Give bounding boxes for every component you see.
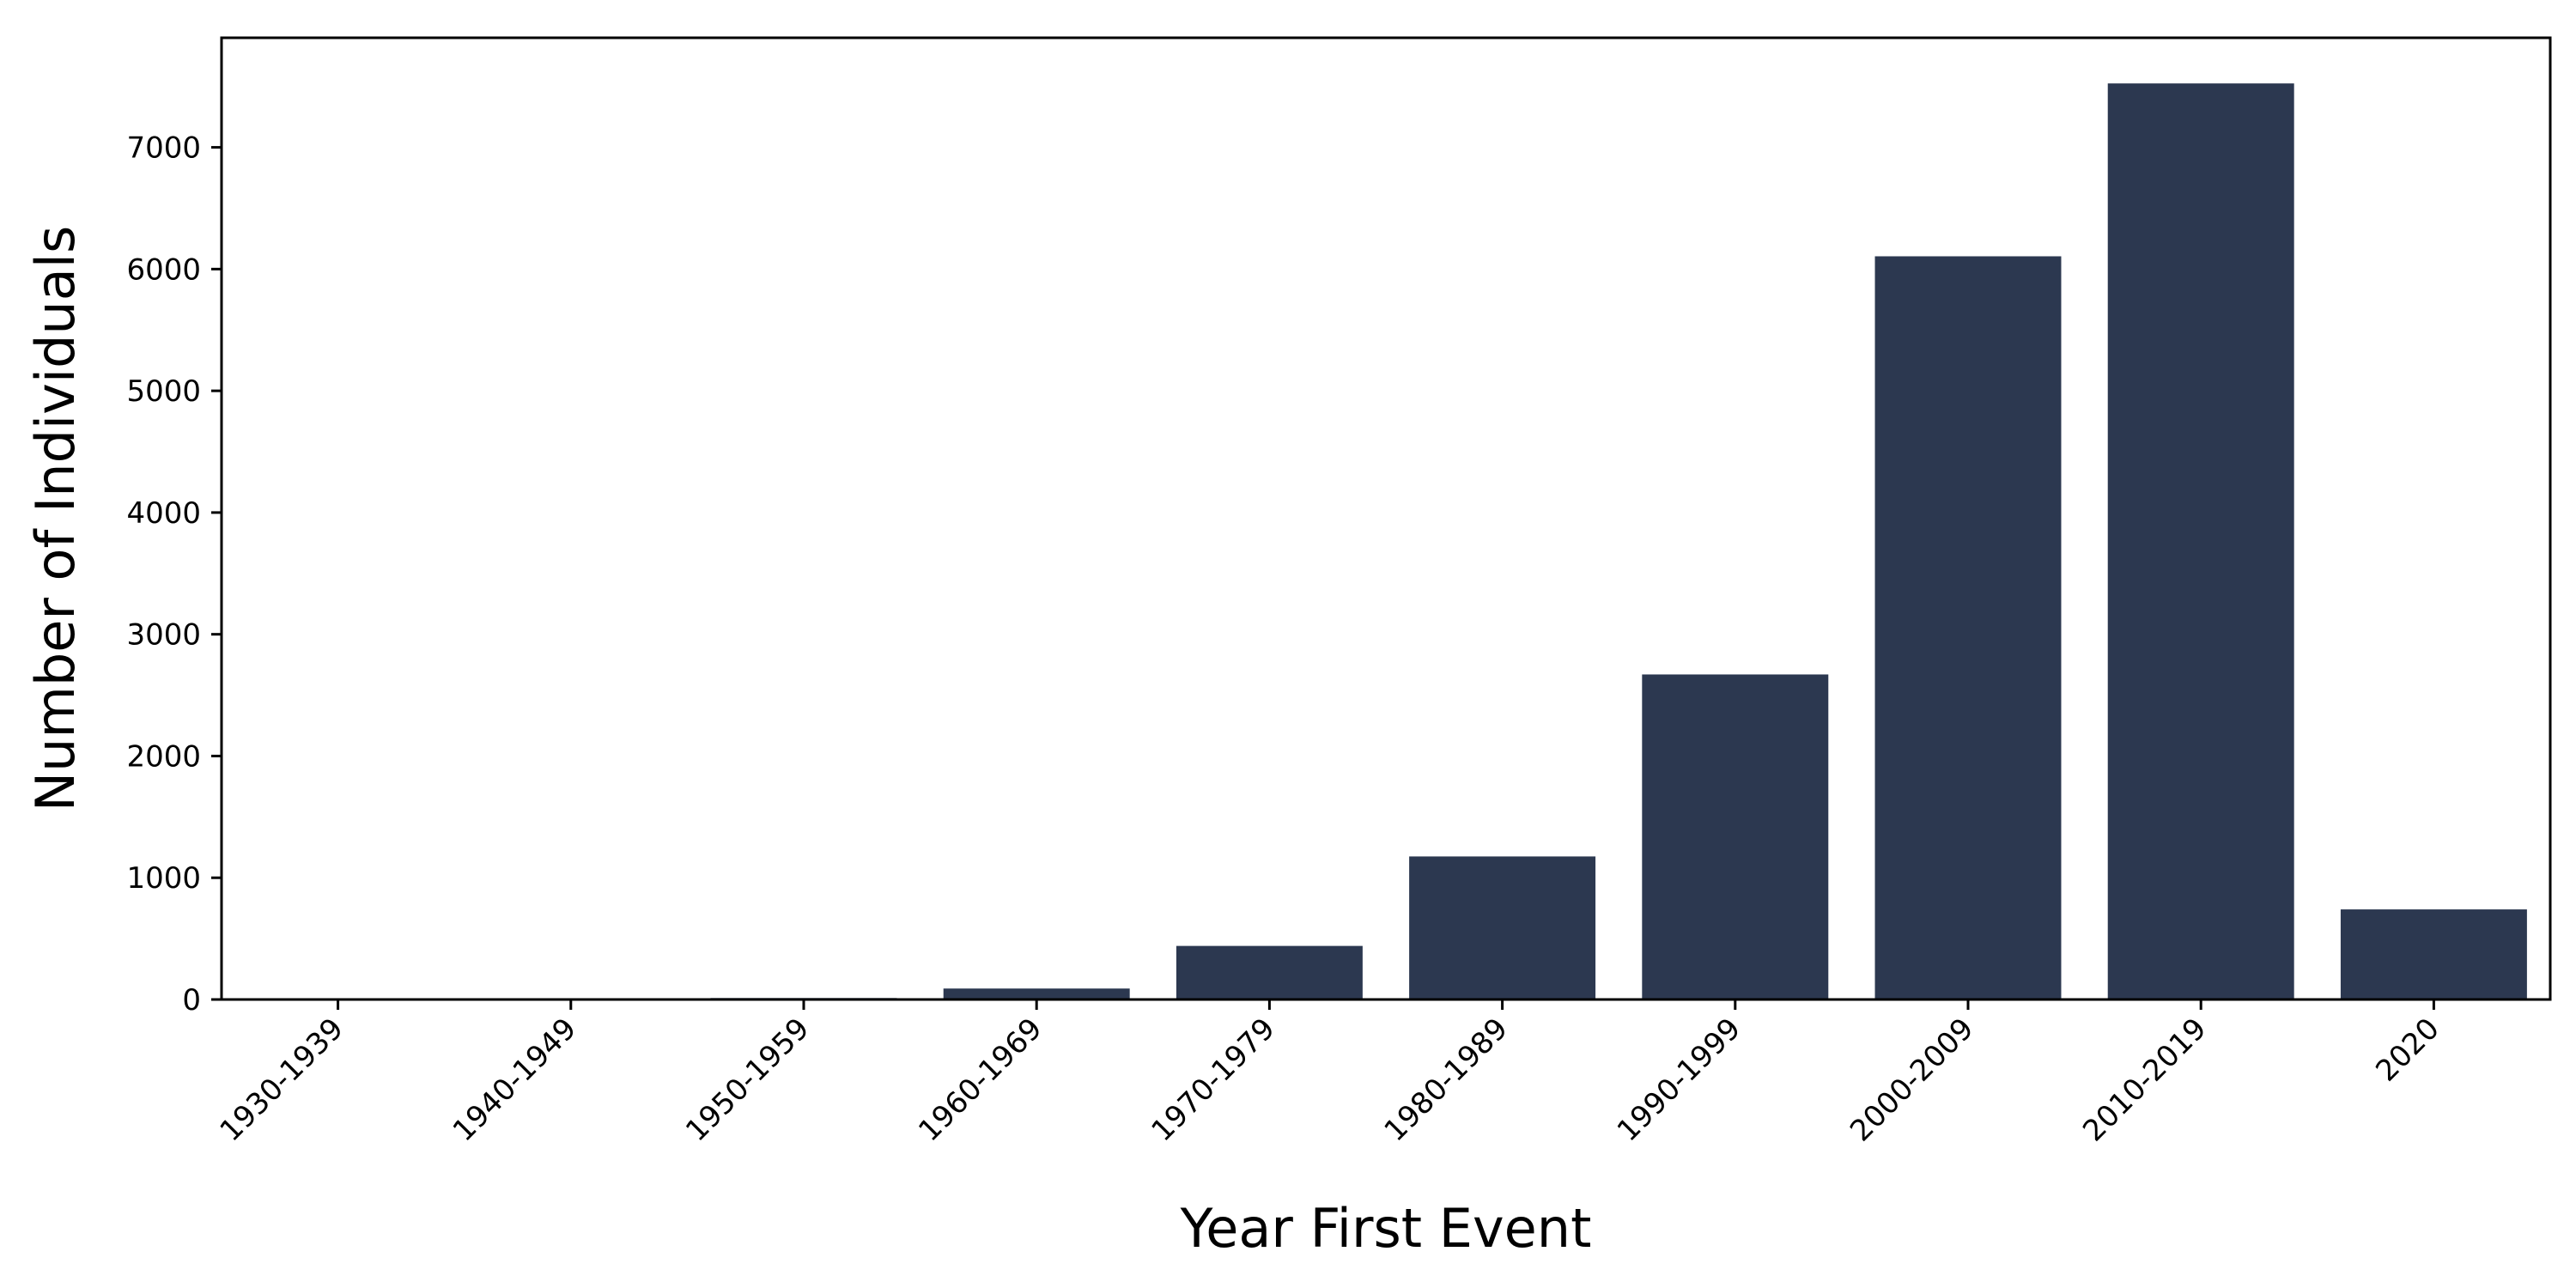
bar-2010-2019	[2107, 83, 2294, 1000]
y-tick-label: 4000	[126, 496, 201, 531]
x-tick-label: 1970-1979	[1145, 1012, 1281, 1148]
x-tick-label: 1940-1949	[447, 1012, 583, 1148]
x-tick-label: 2000-2009	[1844, 1012, 1980, 1148]
y-tick-label: 0	[182, 983, 201, 1018]
x-axis-ticks: 1930-1939 1940-1949 1950-1959 1960-1969 1970…	[214, 999, 2446, 1148]
x-tick-label: 1960-1969	[912, 1012, 1048, 1148]
y-tick-label: 7000	[126, 131, 201, 166]
y-tick-label: 1000	[126, 861, 201, 896]
x-axis-title: Year First Event	[1180, 1197, 1592, 1260]
y-tick-label: 2000	[126, 739, 201, 774]
bar-1960-1969	[943, 988, 1130, 999]
y-tick-label: 6000	[126, 252, 201, 287]
bar-1980-1989	[1409, 856, 1596, 999]
y-tick-label: 3000	[126, 618, 201, 653]
bar-1970-1979	[1176, 945, 1363, 999]
bar-1990-1999	[1642, 674, 1829, 999]
x-tick-label: 1930-1939	[214, 1012, 350, 1148]
y-axis-title: Number of Individuals	[24, 226, 87, 811]
plot-frame	[220, 36, 2552, 1001]
x-tick-label: 1980-1989	[1378, 1012, 1515, 1148]
y-tick-label: 5000	[126, 374, 201, 409]
x-tick-label: 2020	[2369, 1012, 2445, 1088]
x-tick-label: 2010-2019	[2076, 1012, 2213, 1148]
bar-2000-2009	[1874, 256, 2062, 999]
x-tick-label: 1990-1999	[1611, 1012, 1747, 1148]
y-axis-ticks: 0 1000 2000 3000 4000 5000 6000 7000	[126, 131, 222, 1018]
bars-group	[245, 83, 2527, 1000]
bar-2020	[2340, 909, 2527, 999]
x-tick-label: 1950-1959	[679, 1012, 816, 1148]
